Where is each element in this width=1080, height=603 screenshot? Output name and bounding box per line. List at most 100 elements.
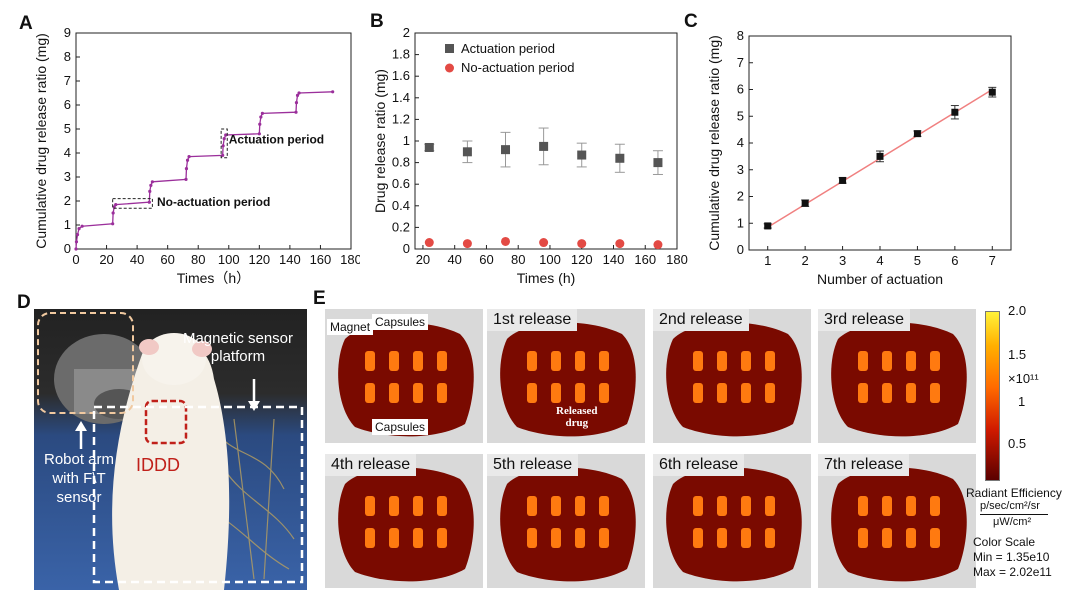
tissue-region [338,467,474,582]
data-point [184,177,188,181]
capsule-glow [599,528,609,548]
x-tick-label: 160 [634,252,656,267]
data-point [764,222,772,230]
capsule-glow [858,383,868,403]
data-point [224,133,228,137]
no-actuation-point [653,240,663,250]
data-point [257,132,261,136]
tissue-region [831,467,967,582]
capsule-glow [365,351,375,371]
y-tick-label: 4 [737,135,744,150]
capsule-glow [551,528,561,548]
x-tick-label: 80 [511,252,525,267]
capsule-glow [765,496,775,516]
capsule-glow [765,383,775,403]
no-actuation-point [424,238,434,248]
y-axis-label: Drug release ratio (mg) [372,69,388,213]
capsule-glow [365,383,375,403]
panel-d-photo [34,309,307,590]
x-tick-label: 1 [764,253,771,268]
capsule-glow [389,496,399,516]
fluorescence-image [487,454,645,588]
data-point [876,152,884,160]
y-tick-label: 4 [64,145,71,160]
data-point [111,222,115,226]
x-tick-label: 100 [218,252,240,267]
y-tick-label: 3 [64,169,71,184]
magnet-label: Magnet [327,319,374,335]
colorbar-tick: 2.0 [1008,303,1027,318]
heatmap-blob [831,467,967,582]
legend-marker-no-actuation [445,63,454,73]
release-label: 1st release [487,309,578,331]
x-tick-label: 120 [248,252,270,267]
heatmap-blob [831,322,967,437]
x-tick-label: 20 [416,252,430,267]
x-tick-label: 140 [603,252,625,267]
chart-c: 1 2 3 4 5 6 7 0 1 2 3 4 5 6 7 8 Number of actuation Cumul… [706,28,1012,287]
capsule-glow [389,383,399,403]
capsule-glow [741,496,751,516]
fluorescence-image [653,454,811,588]
series-line [75,91,333,250]
data-point [260,111,264,115]
radiant-efficiency-title: Radiant Efficiency [966,486,1062,500]
release-label: 7th release [818,454,910,476]
capsule-glow [365,496,375,516]
capsule-glow [717,496,727,516]
data-point [295,93,300,97]
fluorescence-image [325,454,483,588]
fluorescence-image [818,454,976,588]
plot-frame [748,35,1012,251]
capsule-glow [575,351,585,371]
capsule-glow [551,351,561,371]
x-tick-label: 80 [191,252,205,267]
radiant-unit-denominator: μW/cm² [993,516,1032,528]
capsule-glow [365,528,375,548]
y-tick-label: 2 [64,193,71,208]
capsule-glow [741,383,751,403]
panel-label-c: C [684,11,698,32]
capsule-glow [437,528,447,548]
panel-label-e: E [313,288,326,309]
fluorescence-image [818,309,976,443]
capsule-glow [906,351,916,371]
y-tick-label: 1 [737,215,744,230]
x-axis-label: Times（h） [177,270,250,286]
capsule-glow [599,496,609,516]
tissue-region [666,322,802,437]
data-point [294,101,299,105]
capsule-glow [765,528,775,548]
no-actuation-point [462,239,472,249]
capsule-glow [551,496,561,516]
x-tick-label: 120 [571,252,593,267]
capsule-glow [437,496,447,516]
data-point [75,233,80,237]
x-tick-label: 140 [279,252,301,267]
panel-label-a: A [19,13,33,34]
magnetic-sensor-platform-label: Magnetic sensor platform [182,330,294,365]
no-actuation-point [577,239,587,249]
heatmap-blob [666,467,802,582]
chart-b: 20 40 60 80 100 120 140 160 180 0 0.2 0.4 0.6 0.8 1 1.2… [372,25,688,286]
capsule-glow [882,383,892,403]
actuation-point [501,145,511,155]
x-tick-label: 7 [989,253,996,268]
y-tick-label: 6 [64,97,71,112]
y-tick-label: 2 [737,189,744,204]
data-point [951,108,959,116]
capsule-glow [882,528,892,548]
y-axis-label: Cumulative drug release ratio (mg) [706,35,722,251]
legend-label-no-actuation: No-actuation period [461,60,574,75]
data-point [184,167,189,171]
no-actuation-point [501,236,511,246]
iddd-label: IDDD [136,455,180,475]
x-tick-label: 160 [310,252,332,267]
release-label: 5th release [487,454,579,476]
capsule-glow [575,383,585,403]
y-tick-label: 0.2 [392,219,410,234]
capsule-glow [693,496,703,516]
data-point [297,91,301,95]
x-tick-label: 40 [130,252,144,267]
capsule-glow [527,351,537,371]
